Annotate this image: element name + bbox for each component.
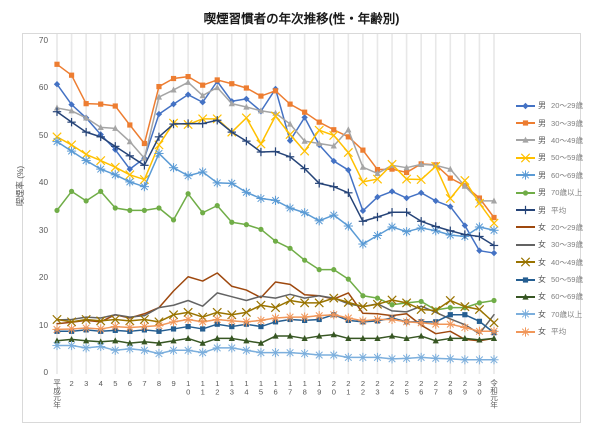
legend-series-label: 50～59歳: [551, 153, 584, 163]
legend-series-label: 平均: [551, 205, 567, 215]
legend-series-label: 70歳以上: [551, 188, 583, 198]
legend-marker-icon: [516, 221, 535, 233]
legend-sex-label: 女: [538, 222, 546, 232]
legend-item[interactable]: 女 40～49歳: [516, 254, 600, 271]
legend-marker-icon: [516, 187, 535, 199]
legend-item[interactable]: 女 70歳以上: [516, 306, 600, 323]
legend-marker-icon: [516, 204, 535, 216]
legend-item[interactable]: 女平均: [516, 323, 600, 340]
legend-sex-label: 男: [538, 153, 546, 163]
x-tick-label: 20: [329, 379, 339, 397]
legend-sex-label: 女: [538, 292, 546, 302]
x-tick-label: 15: [256, 379, 266, 397]
y-tick-label: 0: [43, 368, 48, 377]
x-tick-label: 11: [198, 379, 208, 397]
legend-series-label: 20～29歳: [551, 101, 584, 111]
legend-sex-label: 女: [538, 309, 546, 319]
legend-series-label: 60～69歳: [551, 292, 584, 302]
legend-series-label: 70歳以上: [551, 309, 583, 319]
legend-series-label: 平均: [551, 327, 567, 337]
legend-sex-label: 男: [538, 135, 546, 145]
legend-item[interactable]: 男 70歳以上: [516, 184, 600, 201]
legend-sex-label: 男: [538, 170, 546, 180]
legend-item[interactable]: 男 20～29歳: [516, 97, 600, 114]
chart-title: 喫煙習慣者の年次推移(性・年齢別): [203, 12, 400, 26]
x-tick-label: 6: [125, 379, 135, 388]
legend-marker-icon: [516, 326, 535, 338]
x-tick-label: 19: [314, 379, 324, 397]
x-tick-label: 10: [183, 379, 193, 397]
chart-legend: 男 20～29歳男 30～39歳男 40～49歳男 50～59歳男 60～69歳男 70歳以…: [516, 97, 600, 340]
y-tick-label: 40: [38, 178, 48, 188]
x-tick-label: 29: [460, 379, 470, 397]
x-tick-label: 26: [416, 379, 426, 397]
y-tick-label: 30: [38, 225, 48, 235]
x-tick-label: 14: [241, 379, 251, 397]
x-tick-label: 7: [139, 379, 149, 388]
x-tick-label: 24: [387, 379, 397, 397]
legend-marker-icon: [516, 308, 535, 320]
legend-item[interactable]: 女 20～29歳: [516, 219, 600, 236]
y-tick-label: 20: [38, 273, 48, 283]
plot-frame: [22, 33, 581, 423]
legend-item[interactable]: 男平均: [516, 201, 600, 218]
legend-series-label: 60～69歳: [551, 170, 584, 180]
x-tick-label: 30: [475, 379, 485, 397]
y-tick-label: 50: [38, 130, 48, 140]
x-tick-label: 3: [81, 379, 91, 388]
x-tick-label: 4: [96, 379, 106, 388]
x-tick-label: 22: [358, 379, 368, 397]
x-tick-label: 8: [154, 379, 164, 388]
legend-marker-icon: [516, 239, 535, 251]
legend-marker-icon: [516, 256, 535, 268]
legend-sex-label: 男: [538, 188, 546, 198]
x-tick-label: 16: [271, 379, 281, 397]
legend-marker-icon: [516, 100, 535, 112]
legend-marker-icon: [516, 134, 535, 146]
legend-item[interactable]: 男 50～59歳: [516, 149, 600, 166]
x-tick-label: 5: [110, 379, 120, 388]
legend-item[interactable]: 女 50～59歳: [516, 271, 600, 288]
legend-marker-icon: [516, 169, 535, 181]
x-tick-label: 2: [67, 379, 77, 388]
legend-marker-icon: [516, 117, 535, 129]
legend-series-label: 40～49歳: [551, 135, 584, 145]
y-tick-label: 70: [38, 36, 48, 45]
x-tick-label: 平成元年: [52, 379, 62, 408]
legend-series-label: 30～39歳: [551, 240, 584, 250]
legend-item[interactable]: 男 60～69歳: [516, 167, 600, 184]
legend-sex-label: 女: [538, 275, 546, 285]
legend-sex-label: 女: [538, 240, 546, 250]
x-tick-label: 27: [431, 379, 441, 397]
legend-sex-label: 男: [538, 101, 546, 111]
legend-item[interactable]: 男 40～49歳: [516, 132, 600, 149]
x-tick-label: 9: [169, 379, 179, 388]
x-tick-label: 21: [343, 379, 353, 397]
legend-sex-label: 女: [538, 327, 546, 337]
x-tick-label: 25: [402, 379, 412, 397]
x-tick-label: 28: [445, 379, 455, 397]
legend-series-label: 20～29歳: [551, 222, 584, 232]
y-tick-label: 10: [38, 320, 48, 330]
y-tick-label: 60: [38, 83, 48, 93]
legend-item[interactable]: 男 30～39歳: [516, 114, 600, 131]
x-tick-label: 17: [285, 379, 295, 397]
legend-sex-label: 男: [538, 118, 546, 128]
x-tick-label: 23: [373, 379, 383, 397]
legend-series-label: 40～49歳: [551, 257, 584, 267]
legend-marker-icon: [516, 274, 535, 286]
legend-item[interactable]: 女 60～69歳: [516, 288, 600, 305]
x-tick-label: 令和元年: [489, 379, 499, 408]
legend-marker-icon: [516, 152, 535, 164]
legend-series-label: 30～39歳: [551, 118, 584, 128]
legend-sex-label: 女: [538, 257, 546, 267]
x-tick-label: 18: [300, 379, 310, 397]
legend-sex-label: 男: [538, 205, 546, 215]
x-tick-label: 12: [212, 379, 222, 397]
legend-marker-icon: [516, 291, 535, 303]
legend-item[interactable]: 女 30～39歳: [516, 236, 600, 253]
x-tick-label: 13: [227, 379, 237, 397]
legend-series-label: 50～59歳: [551, 275, 584, 285]
